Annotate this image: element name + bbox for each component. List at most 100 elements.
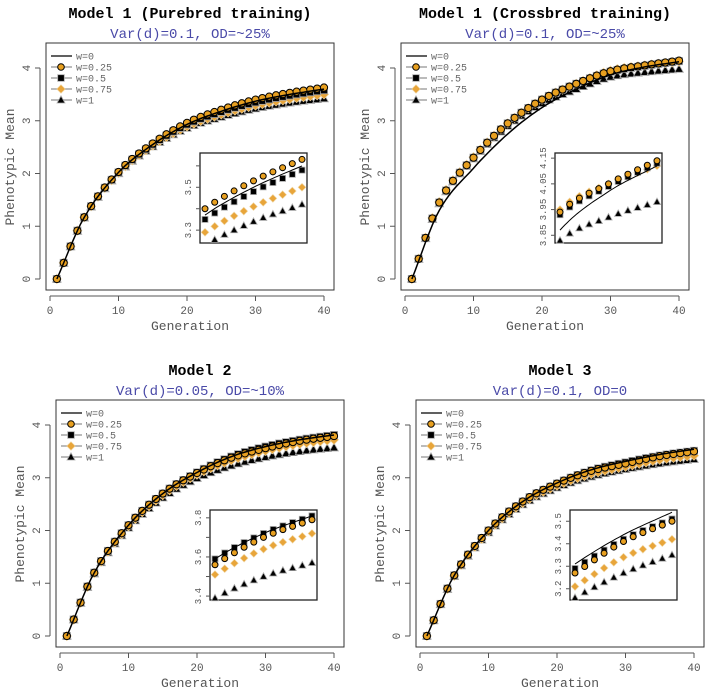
data-point (674, 56, 684, 65)
inset-series-w=1 (210, 199, 307, 243)
legend-label: w=1 (76, 97, 94, 108)
inset-data-point (658, 521, 666, 529)
inset-data-point (239, 206, 249, 216)
data-point (660, 64, 671, 74)
data-point (537, 95, 547, 104)
inset-data-point (211, 198, 219, 206)
y-tick-label: 1 (22, 223, 34, 230)
inset-y-tick-label: 3.5 (554, 513, 564, 529)
inset-data-point (297, 532, 307, 541)
data-point (667, 64, 678, 74)
inset-y-tick-label: 4.15 (539, 147, 549, 169)
inset-data-point (268, 541, 278, 550)
data-point (639, 66, 650, 76)
x-tick-label: 20 (535, 306, 548, 318)
y-axis-label: Phenotypic Mean (3, 108, 18, 225)
x-tick-label: 30 (259, 663, 272, 675)
inset-data-point (200, 227, 210, 237)
data-point (689, 447, 699, 456)
inset-data-point (648, 557, 657, 565)
legend-label: w=1 (86, 454, 104, 465)
inset-y-tick-label: 3.85 (539, 224, 549, 246)
y-axis-label: Phenotypic Mean (358, 108, 373, 225)
inset-data-point (220, 230, 229, 238)
x-tick-label: 20 (550, 663, 563, 675)
inset-data-point (633, 203, 642, 211)
inset-data-point (643, 200, 652, 208)
inset-data-point (211, 555, 219, 563)
series-w=0 (411, 60, 680, 280)
inset-data-point (279, 175, 287, 182)
chart-subtitle: Var(d)=0.1, OD=~25% (465, 27, 625, 43)
inset-data-point (580, 587, 589, 596)
y-tick-label: 2 (377, 170, 389, 177)
inset-data-point (628, 548, 638, 558)
x-tick-label: 30 (604, 306, 617, 318)
legend-label: w=0.75 (76, 86, 112, 97)
inset-series-w=0.25 (201, 155, 306, 213)
inset-data-point (638, 560, 648, 569)
y-tick-label: 3 (22, 117, 34, 124)
data-point (407, 274, 416, 284)
inset-data-point (629, 533, 637, 541)
y-tick-label: 3 (377, 117, 389, 124)
inset-data-point (239, 221, 249, 229)
x-tick-label: 0 (417, 663, 424, 675)
x-axis-label: Generation (521, 676, 599, 691)
chart-title: Model 2 (168, 363, 231, 380)
inset-data-point (269, 179, 277, 186)
inset-data-point (210, 593, 220, 602)
inset-y-tick-label: 3.6 (194, 549, 204, 565)
x-tick-label: 20 (180, 306, 193, 318)
inset-y-tick-label: 3.95 (539, 199, 549, 221)
inset-data-point (619, 568, 628, 577)
data-point (673, 63, 685, 73)
inset-data-point (634, 166, 642, 174)
inset-data-point (240, 193, 248, 200)
inset-data-point (211, 561, 219, 569)
inset-y-tick-label: 3.3 (554, 558, 564, 574)
inset-y-tick-label: 3.2 (554, 581, 564, 597)
inset-data-point (610, 543, 618, 551)
x-tick-label: 0 (57, 663, 64, 675)
inset-data-point (600, 549, 608, 557)
legend-label: w=0 (86, 410, 104, 421)
inset-data-point (555, 235, 565, 244)
inset-data-point (210, 570, 220, 579)
inset-data-point (278, 537, 288, 547)
data-point (462, 161, 471, 170)
inset-data-point (613, 209, 623, 217)
data-point (455, 168, 464, 177)
inset-data-point (210, 235, 219, 243)
series-w=0 (66, 434, 335, 637)
inset-data-point (556, 208, 564, 216)
inset-data-point (288, 170, 296, 178)
inset-data-point (565, 228, 574, 237)
data-point (315, 443, 326, 453)
inset-data-point (230, 583, 239, 592)
inset-data-point (570, 582, 580, 591)
inset-series-w=1 (555, 197, 662, 244)
data-point (476, 145, 485, 155)
legend-label: w=0.5 (86, 432, 116, 443)
inset-data-point (278, 565, 288, 574)
inset-series-w=0.75 (200, 182, 307, 237)
inset-frame (199, 152, 308, 244)
x-tick-label: 40 (687, 663, 700, 675)
x-axis-label: Generation (506, 319, 584, 334)
inset-data-point (268, 568, 278, 577)
inset-data-point (298, 155, 306, 163)
legend-label: w=0.75 (446, 443, 482, 454)
inset-data-point (230, 187, 238, 195)
data-point (558, 85, 567, 94)
plot-frame (415, 399, 705, 648)
inset-series-w=1 (570, 550, 677, 601)
legend-label: w=0.5 (76, 75, 106, 86)
inset-data-point (590, 582, 599, 591)
chart-panel: Model 3 Var(d)=0.1, OD=0 0 10 20 30 40 0 1 2 3 4 Gen… (373, 363, 705, 691)
inset-data-point (278, 190, 287, 200)
legend-label: w=0 (431, 53, 449, 64)
data-point (551, 88, 560, 97)
data-point (328, 442, 340, 452)
inset: 3.2 3.3 3.4 3.5 (554, 509, 678, 601)
